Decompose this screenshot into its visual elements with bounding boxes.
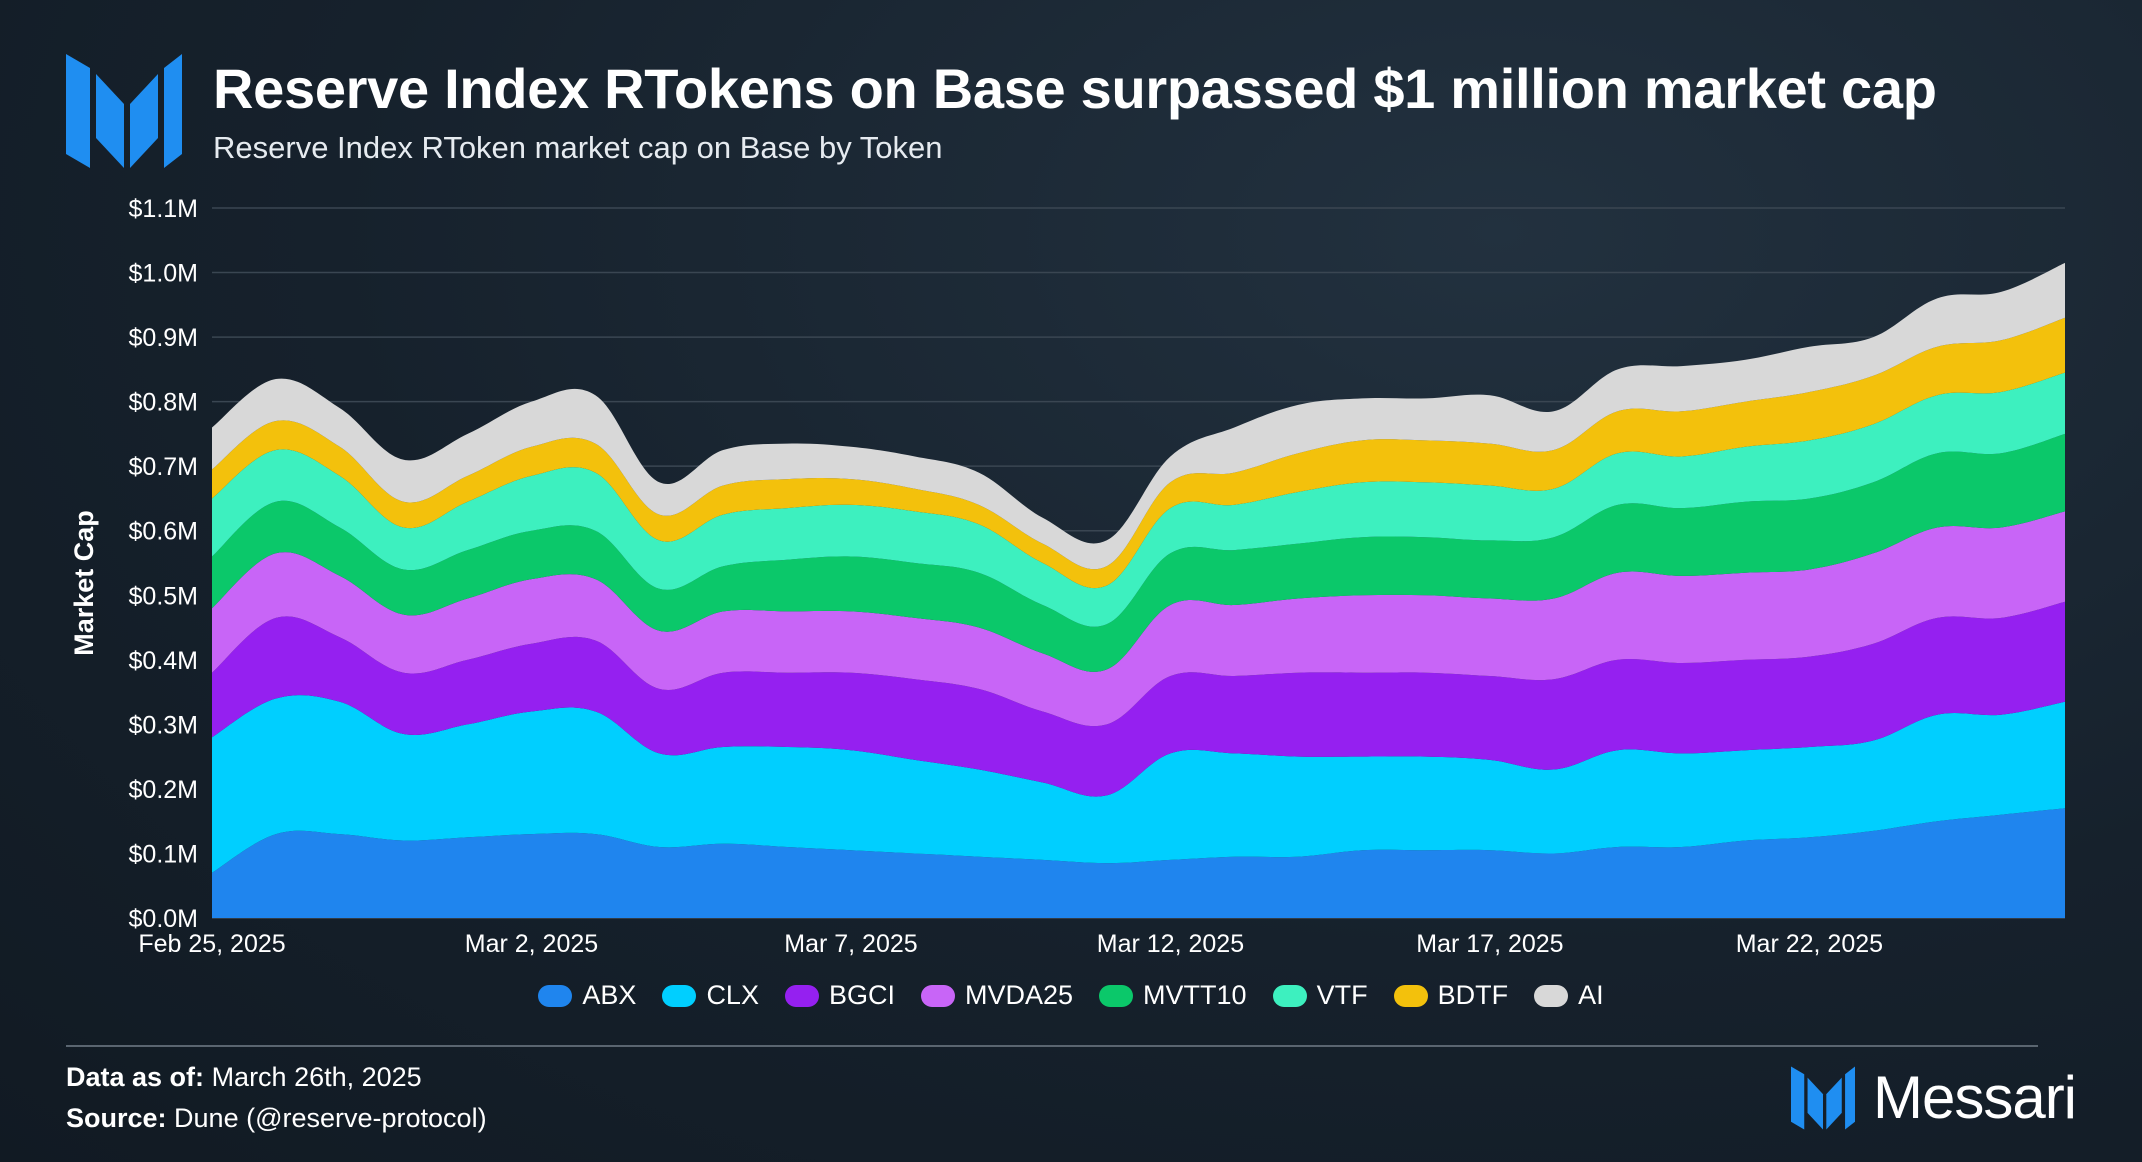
y-tick-label: $0.6M	[129, 518, 198, 546]
y-tick-label: $1.1M	[129, 195, 198, 223]
messari-mark-icon	[1790, 1066, 1855, 1129]
y-tick-label: $0.5M	[129, 582, 198, 610]
source: Source: Dune (@reserve-protocol)	[66, 1103, 487, 1134]
y-tick-label: $0.9M	[129, 324, 198, 352]
x-axis-ticks: Feb 25, 2025 Mar 2, 2025 Mar 7, 2025 Mar 12…	[138, 930, 1883, 958]
y-tick-label: $0.7M	[129, 453, 198, 481]
y-axis-label: Market Cap	[69, 510, 99, 656]
area-series-mvtt10	[212, 433, 2065, 672]
x-tick-label: Mar 7, 2025	[784, 930, 917, 958]
source-label: Source:	[66, 1103, 167, 1133]
y-tick-label: $0.1M	[129, 840, 198, 868]
legend-swatch	[920, 984, 955, 1007]
y-tick-label: $1.0M	[129, 260, 198, 288]
legend-label: BGCI	[828, 980, 895, 1010]
data-as-of-value: March 26th, 2025	[211, 1062, 422, 1092]
legend-item-vtf: VTF	[1272, 980, 1368, 1011]
area-series-clx	[212, 695, 2065, 873]
legend-label: CLX	[706, 980, 759, 1010]
legend-item-mvtt10: MVTT10	[1099, 980, 1247, 1011]
brand-name: Messari	[1872, 1064, 2077, 1131]
legend-swatch	[784, 984, 819, 1007]
chart-title: Reserve Index RTokens on Base surpassed …	[213, 57, 1937, 120]
legend-swatch	[1099, 984, 1134, 1007]
area-series-bgci	[212, 601, 2065, 797]
legend-item-clx: CLX	[662, 980, 759, 1011]
chart-legend: ABX CLX BGCI MVDA25 MVTT10 VTF BDTF AI	[0, 980, 2142, 1011]
x-tick-label: Mar 17, 2025	[1416, 930, 1563, 958]
area-series-abx	[212, 808, 2065, 918]
legend-item-mvda25: MVDA25	[920, 980, 1074, 1011]
y-tick-label: $0.0M	[129, 905, 198, 933]
area-series-vtf	[212, 372, 2065, 627]
y-tick-label: $0.2M	[129, 776, 198, 804]
legend-swatch	[1393, 984, 1428, 1007]
y-tick-label: $0.3M	[129, 711, 198, 739]
legend-label: ABX	[582, 980, 637, 1010]
legend-label: MVDA25	[964, 980, 1074, 1010]
legend-swatch	[662, 984, 697, 1007]
y-tick-label: $0.4M	[129, 647, 198, 675]
x-tick-label: Mar 2, 2025	[465, 930, 598, 958]
x-tick-label: Mar 12, 2025	[1097, 930, 1244, 958]
messari-logo-icon	[66, 54, 182, 168]
y-tick-label: $0.8M	[129, 389, 198, 417]
legend-label: MVTT10	[1143, 980, 1247, 1010]
legend-item-bdtf: BDTF	[1393, 980, 1509, 1011]
chart-subtitle: Reserve Index RToken market cap on Base …	[213, 130, 943, 165]
legend-item-ai: AI	[1534, 980, 1604, 1011]
data-as-of-label: Data as of:	[66, 1062, 205, 1092]
x-tick-label: Feb 25, 2025	[138, 930, 285, 958]
area-series-ai	[212, 262, 2065, 570]
legend-label: AI	[1578, 980, 1604, 1010]
area-series-mvda25	[212, 511, 2065, 727]
legend-item-abx: ABX	[538, 980, 636, 1011]
footer-divider	[66, 1045, 2038, 1047]
legend-label: VTF	[1316, 980, 1368, 1010]
legend-swatch	[538, 984, 573, 1007]
x-tick-label: Mar 22, 2025	[1736, 930, 1883, 958]
y-axis-ticks: $0.0M $0.1M $0.2M $0.3M $0.4M $0.5M $0.6M $0.7M…	[129, 195, 198, 933]
area-series	[212, 262, 2065, 918]
legend-swatch	[1534, 984, 1569, 1007]
legend-label: BDTF	[1437, 980, 1509, 1010]
legend-swatch	[1272, 984, 1307, 1007]
brand: Messari	[1790, 1063, 2077, 1132]
source-value: Dune (@reserve-protocol)	[174, 1103, 487, 1133]
legend-item-bgci: BGCI	[784, 980, 895, 1011]
area-series-bdtf	[212, 317, 2065, 589]
data-as-of: Data as of: March 26th, 2025	[66, 1062, 422, 1093]
